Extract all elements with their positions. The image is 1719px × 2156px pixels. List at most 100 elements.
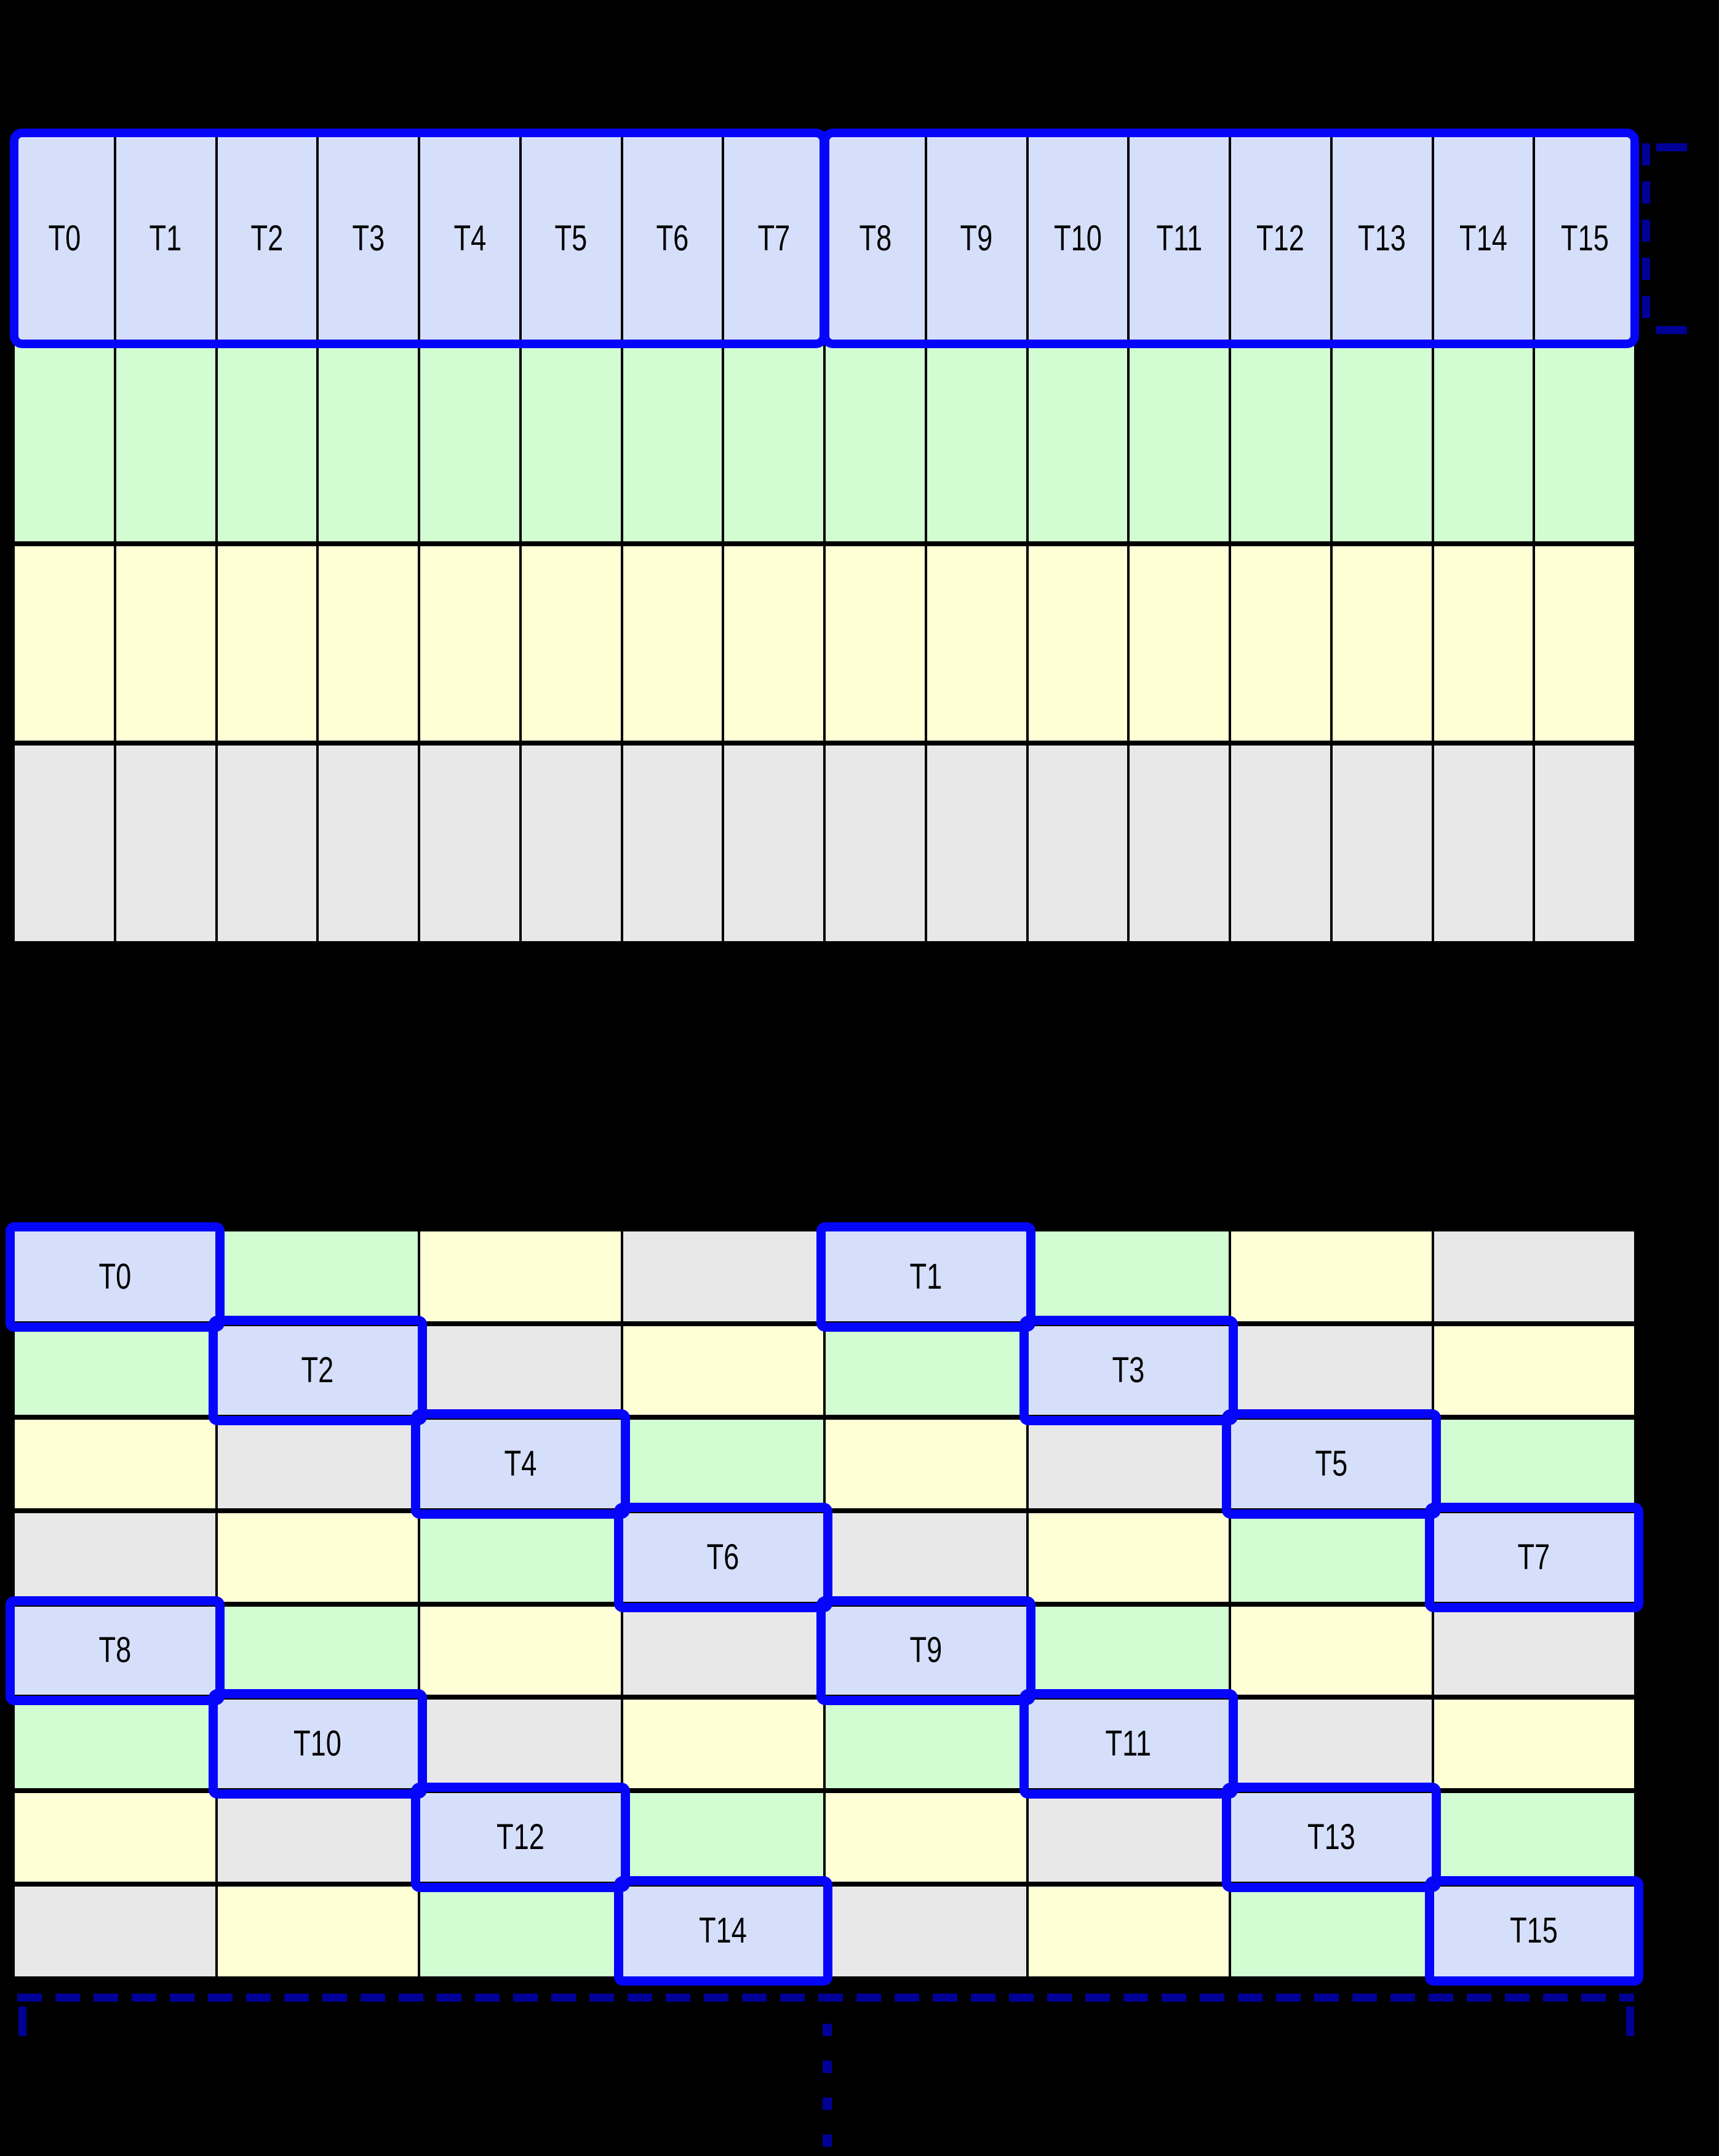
- bottomgrid-cell: [216, 1604, 419, 1698]
- topgrid-cell: [1128, 743, 1230, 942]
- topgrid-cell: [723, 743, 824, 942]
- thread-label: T8: [858, 218, 891, 258]
- topgrid-cell: [1128, 344, 1230, 544]
- topgrid-thread-cell: T6: [621, 132, 724, 344]
- bottomgrid-cell: [14, 1884, 217, 1978]
- thread-label: T0: [98, 1256, 132, 1297]
- topgrid-cell: [925, 743, 1027, 942]
- bottomgrid-cell: [216, 1884, 419, 1978]
- bottomgrid-cell: [621, 1697, 824, 1791]
- topgrid-cell: [621, 743, 724, 942]
- bottomgrid-cell: [419, 1884, 622, 1978]
- bottomgrid-thread-cell: T2: [216, 1323, 419, 1417]
- thread-label: T14: [1459, 218, 1507, 258]
- topgrid-thread-cell: T9: [925, 132, 1027, 344]
- topgrid-cell: [1534, 544, 1635, 743]
- thread-label: T15: [1560, 218, 1609, 258]
- topgrid-thread-cell: T14: [1432, 132, 1534, 344]
- thread-label: T1: [149, 218, 182, 258]
- topgrid-cell: [216, 544, 318, 743]
- bracket-dashed-line: [17, 1994, 1634, 2002]
- topgrid-cell: [14, 544, 115, 743]
- bottomgrid-thread-cell: T9: [824, 1604, 1027, 1698]
- topgrid-thread-cell: T8: [824, 132, 926, 344]
- bottomgrid-thread-cell: T10: [216, 1697, 419, 1791]
- thread-label: T6: [656, 218, 689, 258]
- thread-label: T3: [352, 218, 385, 258]
- thread-label: T4: [453, 218, 486, 258]
- grid-line: [14, 1788, 1635, 1794]
- thread-label: T10: [1053, 218, 1102, 258]
- topgrid-cell: [114, 544, 217, 743]
- bottomgrid-cell: [216, 1230, 419, 1324]
- bottomgrid-thread-cell: T4: [419, 1417, 622, 1511]
- bottomgrid-thread-cell: T0: [14, 1230, 217, 1324]
- bracket-tick: [1656, 326, 1687, 334]
- bottomgrid-cell: [1027, 1884, 1230, 1978]
- thread-label: T14: [699, 1911, 748, 1951]
- topgrid-thread-cell: T7: [723, 132, 824, 344]
- thread-label: T4: [504, 1443, 537, 1484]
- thread-label: T0: [47, 218, 81, 258]
- bottomgrid-cell: [1027, 1510, 1230, 1604]
- bottomgrid-cell: [14, 1697, 217, 1791]
- bottomgrid-cell: [621, 1791, 824, 1885]
- topgrid-cell: [317, 344, 419, 544]
- thread-label: T5: [554, 218, 588, 258]
- thread-label: T8: [98, 1630, 132, 1671]
- bottomgrid-cell: [14, 1510, 217, 1604]
- bottomgrid-thread-cell: T1: [824, 1230, 1027, 1324]
- topgrid-cell: [1230, 544, 1331, 743]
- bottomgrid-thread-cell: T8: [14, 1604, 217, 1698]
- topgrid-cell: [723, 544, 824, 743]
- thread-label: T13: [1358, 218, 1406, 258]
- bottomgrid-cell: [216, 1417, 419, 1511]
- bottomgrid-cell: [1432, 1230, 1635, 1324]
- bracket-tick: [1626, 2007, 1634, 2036]
- topgrid-cell: [621, 544, 724, 743]
- topgrid-cell: [1432, 743, 1534, 942]
- bottomgrid-cell: [1230, 1230, 1433, 1324]
- thread-label: T11: [1105, 1724, 1152, 1764]
- topgrid-thread-cell: T15: [1534, 132, 1635, 344]
- bottomgrid-cell: [824, 1417, 1027, 1511]
- grid-line: [14, 541, 1635, 546]
- thread-label: T2: [250, 218, 284, 258]
- thread-label: T10: [293, 1724, 342, 1764]
- topgrid-cell: [114, 743, 217, 942]
- bottomgrid-cell: [419, 1510, 622, 1604]
- topgrid-cell: [1230, 743, 1331, 942]
- thread-label: T15: [1510, 1911, 1558, 1951]
- topgrid-cell: [216, 743, 318, 942]
- bottomgrid-thread-cell: T7: [1432, 1510, 1635, 1604]
- thread-label: T9: [909, 1630, 943, 1671]
- topgrid-cell: [824, 743, 926, 942]
- topgrid-cell: [419, 743, 520, 942]
- thread-label: T11: [1156, 218, 1202, 258]
- thread-label: T7: [757, 218, 791, 258]
- bottomgrid-cell: [1027, 1604, 1230, 1698]
- thread-label: T2: [301, 1350, 334, 1390]
- topgrid-thread-cell: T11: [1128, 132, 1230, 344]
- bottomgrid-cell: [1432, 1791, 1635, 1885]
- topgrid-thread-cell: T13: [1331, 132, 1433, 344]
- topgrid-cell: [1027, 544, 1129, 743]
- bottomgrid-cell: [14, 1323, 217, 1417]
- bottomgrid-cell: [216, 1791, 419, 1885]
- grid-line: [14, 741, 1635, 746]
- topgrid-thread-cell: T4: [419, 132, 520, 344]
- thread-label: T12: [496, 1817, 544, 1858]
- topgrid-cell: [14, 344, 115, 544]
- topgrid-thread-cell: T12: [1230, 132, 1331, 344]
- thread-label: T12: [1256, 218, 1305, 258]
- topgrid-cell: [14, 743, 115, 942]
- topgrid-cell: [1027, 743, 1129, 942]
- thread-label: T5: [1315, 1443, 1348, 1484]
- topgrid-cell: [419, 544, 520, 743]
- bracket-dashed-line: [1642, 143, 1650, 334]
- topgrid-thread-cell: T3: [317, 132, 419, 344]
